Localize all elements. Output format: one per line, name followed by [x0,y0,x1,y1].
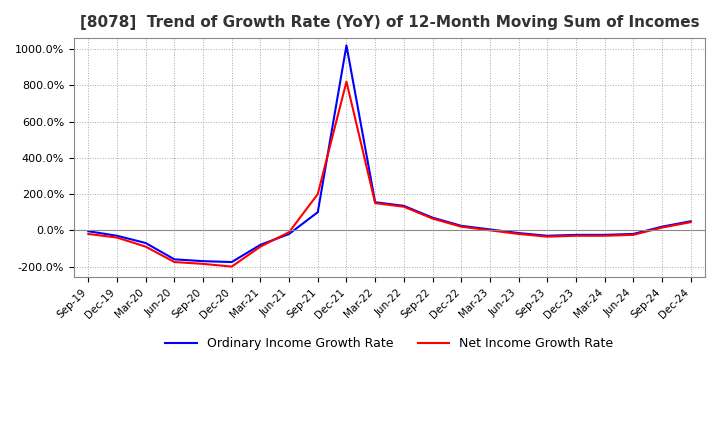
Ordinary Income Growth Rate [400,203,408,209]
Net Income Growth Rate [313,191,322,197]
Net Income Growth Rate [371,201,379,206]
Ordinary Income Growth Rate [543,233,552,238]
Net Income Growth Rate [629,232,638,238]
Ordinary Income Growth Rate [600,232,609,238]
Net Income Growth Rate [342,79,351,84]
Ordinary Income Growth Rate [84,229,93,234]
Ordinary Income Growth Rate [514,231,523,236]
Ordinary Income Growth Rate [285,231,294,237]
Title: [8078]  Trend of Growth Rate (YoY) of 12-Month Moving Sum of Incomes: [8078] Trend of Growth Rate (YoY) of 12-… [80,15,699,30]
Ordinary Income Growth Rate [629,231,638,237]
Net Income Growth Rate [600,233,609,238]
Net Income Growth Rate [514,231,523,237]
Ordinary Income Growth Rate [686,219,695,224]
Net Income Growth Rate [572,233,580,238]
Ordinary Income Growth Rate [657,224,666,229]
Net Income Growth Rate [686,220,695,225]
Legend: Ordinary Income Growth Rate, Net Income Growth Rate: Ordinary Income Growth Rate, Net Income … [161,332,618,355]
Ordinary Income Growth Rate [228,260,236,265]
Net Income Growth Rate [112,235,121,240]
Ordinary Income Growth Rate [457,223,466,228]
Ordinary Income Growth Rate [141,240,150,246]
Net Income Growth Rate [428,216,437,221]
Ordinary Income Growth Rate [428,215,437,220]
Ordinary Income Growth Rate [199,259,207,264]
Net Income Growth Rate [199,261,207,267]
Line: Net Income Growth Rate: Net Income Growth Rate [89,82,690,267]
Ordinary Income Growth Rate [112,233,121,238]
Net Income Growth Rate [543,234,552,239]
Net Income Growth Rate [170,260,179,265]
Ordinary Income Growth Rate [313,209,322,215]
Net Income Growth Rate [141,244,150,249]
Ordinary Income Growth Rate [572,232,580,238]
Net Income Growth Rate [228,264,236,269]
Net Income Growth Rate [485,227,494,233]
Net Income Growth Rate [256,244,265,249]
Ordinary Income Growth Rate [342,43,351,48]
Ordinary Income Growth Rate [256,242,265,247]
Net Income Growth Rate [84,231,93,237]
Net Income Growth Rate [400,204,408,209]
Ordinary Income Growth Rate [485,227,494,232]
Ordinary Income Growth Rate [170,257,179,262]
Net Income Growth Rate [457,224,466,229]
Line: Ordinary Income Growth Rate: Ordinary Income Growth Rate [89,45,690,262]
Net Income Growth Rate [285,230,294,235]
Ordinary Income Growth Rate [371,200,379,205]
Net Income Growth Rate [657,225,666,230]
